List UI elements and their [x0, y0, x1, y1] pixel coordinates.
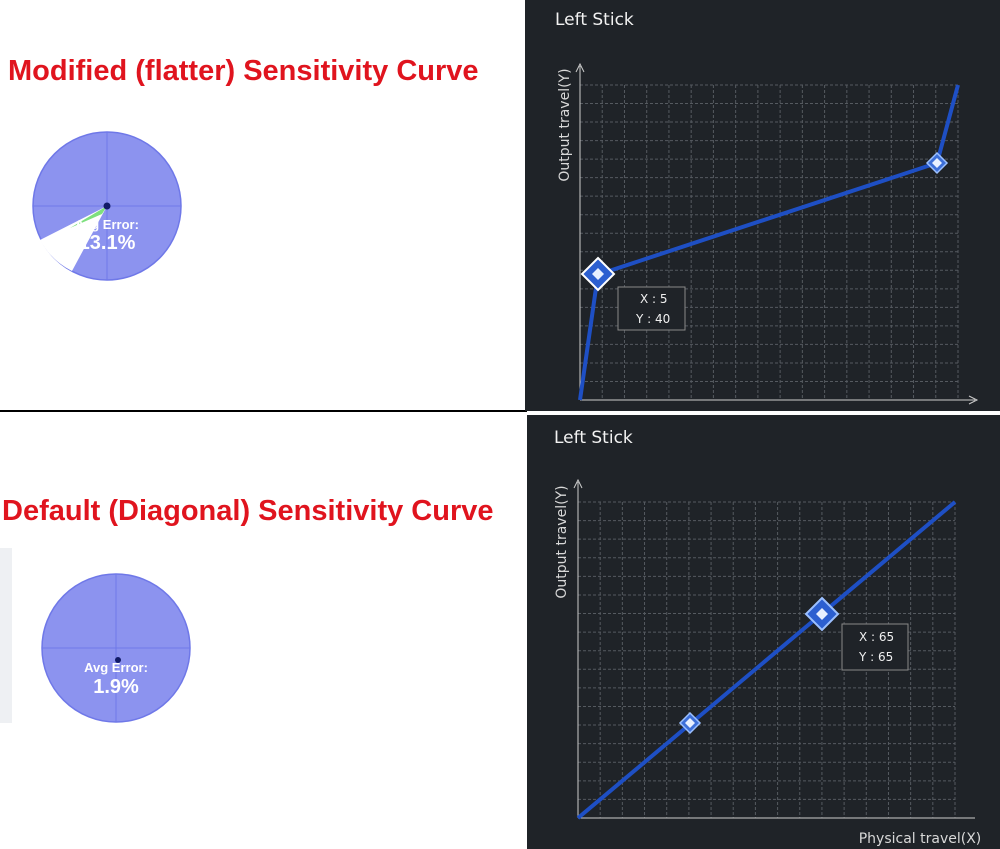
curve-point-core [816, 608, 828, 620]
tooltip-y: Y : 65 [858, 650, 893, 664]
curve-point-core [685, 718, 695, 728]
pie-center [115, 657, 121, 663]
curve [578, 84, 960, 401]
axes [573, 478, 975, 819]
curve [576, 500, 957, 820]
axes [575, 62, 979, 405]
avg-error-value: 1.9% [93, 676, 139, 698]
tooltip-y: Y : 40 [635, 312, 670, 326]
avg-error-value: 13.1% [79, 232, 136, 254]
error-sliver [70, 206, 107, 228]
tooltip-x: X : 65 [859, 630, 894, 644]
side-bar [0, 548, 12, 723]
caption: Default (Diagonal) Sensitivity Curve [2, 495, 494, 527]
caption: Modified (flatter) Sensitivity Curve [8, 55, 479, 87]
pie-center [103, 202, 111, 210]
panel-title: Left Stick [554, 428, 633, 448]
panel-title: Left Stick [555, 10, 634, 30]
stick-panel [525, 0, 1000, 411]
avg-error-label: Avg Error: [75, 217, 139, 232]
x-axis-label: Physical travel(X) [859, 831, 982, 847]
grid [578, 501, 956, 818]
curve-point-core [932, 158, 942, 168]
curve-point-core [592, 268, 604, 280]
tooltip [841, 623, 909, 671]
grid [580, 84, 959, 400]
avg-error-label: Avg Error: [84, 660, 148, 675]
y-axis-label: Output travel(Y) [557, 68, 573, 181]
tooltip [617, 286, 686, 331]
error-wedge [40, 206, 107, 271]
y-axis-label: Output travel(Y) [554, 485, 570, 598]
tooltip-x: X : 5 [640, 292, 668, 306]
